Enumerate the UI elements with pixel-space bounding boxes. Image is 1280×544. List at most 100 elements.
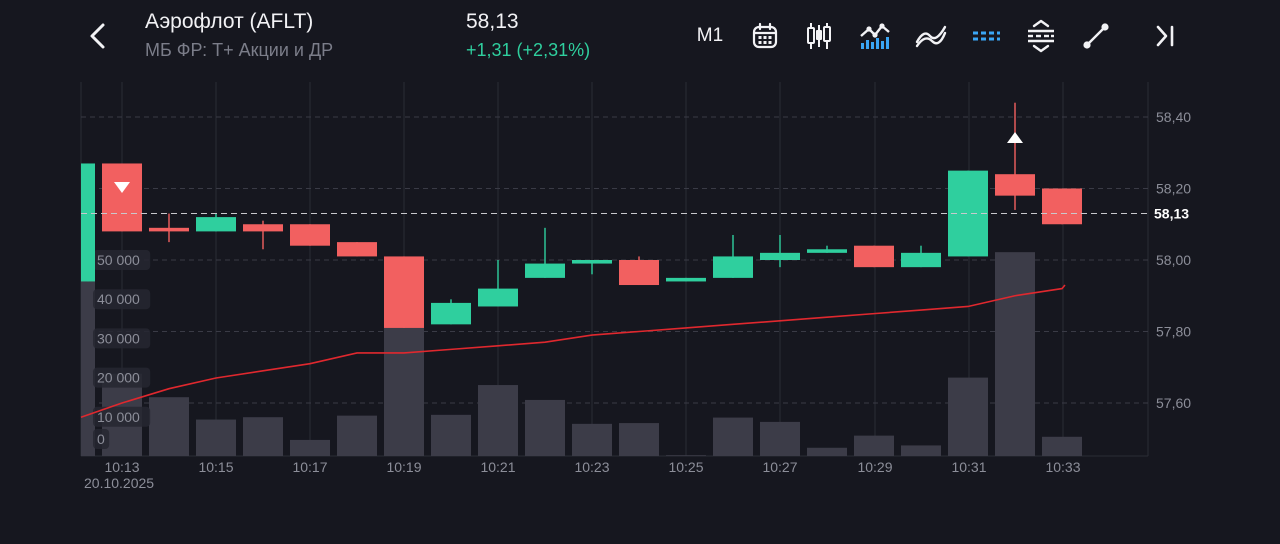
volume-tick-bg [93,328,151,349]
price-tick-label: 58,00 [1156,252,1191,268]
price-tick-label: 58,40 [1156,109,1191,125]
volume-tick-label: 0 [97,431,105,447]
volume-tick-label: 50 000 [97,252,140,268]
candle-body [807,249,847,253]
volume-tick-label: 20 000 [97,370,140,386]
volume-bar [525,399,565,456]
time-tick-label: 10:29 [857,459,892,475]
price-chart[interactable]: 58,40 58,20 58,00 57,80 57,60 50 000 40 000 30 … [0,72,1280,544]
volume-tick-bg [93,250,151,270]
volume-tick-label: 30 000 [97,330,140,346]
time-tick-label: 10:27 [762,459,797,475]
volume-tick-bg [93,429,110,449]
time-tick-label: 10:13 [104,459,139,475]
candle-body [243,224,283,232]
volume-bar [854,435,894,456]
sell-marker-icon [114,182,130,193]
volume-bar [478,385,518,456]
volume-bar [337,415,377,456]
price-tick-label: 57,60 [1156,395,1191,411]
volume-bar [948,377,988,456]
price-tick-label: 58,20 [1156,181,1191,197]
candle-body [102,163,142,232]
volume-bar [384,314,424,456]
volume-tick-bg [93,289,151,310]
instrument-info: Аэрофлот (AFLT) МБ ФР: Т+ Акции и ДР [145,9,333,63]
candle-body [760,252,800,260]
price-info: 58,13 +1,31 (+2,31%) [466,9,590,63]
price-change: +1,31 (+2,31%) [466,40,591,60]
moving-average-button[interactable] [912,18,950,54]
volume-bar [572,423,612,456]
volume-bar [81,279,95,456]
buy-marker-icon [1007,132,1023,143]
scale-button[interactable] [1022,18,1060,54]
time-tick-label: 10:25 [668,459,703,475]
exchange-label: МБ ФР: Т+ Акции и ДР [145,40,334,60]
volume-tick-label: 10 000 [97,409,140,425]
chart-date-label: 20.10.2025 [84,475,154,491]
time-tick-label: 10:19 [386,459,421,475]
trendline-button[interactable] [1078,18,1114,54]
time-tick-label: 10:15 [198,459,233,475]
top-bar: Аэрофлот (AFLT) МБ ФР: Т+ Акции и ДР 58,… [0,0,1280,72]
candle-body [525,263,565,278]
candle-body [337,242,377,257]
volume-bar [196,419,236,456]
back-button[interactable] [80,18,116,54]
horizontal-lines-button[interactable] [967,18,1005,54]
go-to-end-button[interactable] [1146,18,1182,54]
volume-bar [619,423,659,456]
volume-bar [431,414,471,456]
last-price: 58,13 [466,10,519,33]
calendar-icon [752,22,778,49]
volume-bar [243,417,283,456]
candlestick-icon [807,23,831,49]
candle-body [384,256,424,328]
candle-body [81,163,95,282]
time-tick-label: 10:21 [480,459,515,475]
volume-bar [807,447,847,456]
candle-body [619,260,659,286]
volume-bar [666,455,706,456]
candle-body [854,245,894,268]
volume-bar [290,439,330,456]
calendar-button[interactable] [747,18,783,54]
candle-body [196,217,236,232]
volume-tick-bg [93,406,151,427]
volume-bar [149,397,189,456]
candle-body [995,174,1035,196]
horizontal-lines-icon [973,31,1000,41]
indicators-icon [860,23,890,49]
chart-type-button[interactable] [801,18,837,54]
candle-body [666,277,706,282]
candle-body [290,224,330,246]
current-price-label: 58,13 [1154,206,1189,222]
candle-body [149,227,189,232]
expand-scale-icon [1028,19,1054,53]
volume-tick-bg [93,367,151,388]
chevron-left-icon [90,23,105,49]
volume-bar [760,421,800,456]
candle-body [901,252,941,268]
time-tick-label: 10:17 [292,459,327,475]
indicators-button[interactable] [856,18,894,54]
timeframe-button[interactable]: M1 [690,18,730,54]
candle-body [572,260,612,264]
moving-average-line [80,284,1066,419]
candle-body [713,256,753,278]
instrument-title: Аэрофлот (AFLT) [145,10,314,33]
time-tick-label: 10:31 [951,459,986,475]
volume-bar [1042,436,1082,456]
go-to-end-icon [1156,25,1174,47]
timeframe-label: M1 [696,25,724,46]
volume-tick-label: 40 000 [97,291,140,307]
candle-body [431,302,471,325]
volume-bar [901,445,941,456]
volume-bar [713,417,753,456]
time-tick-label: 10:23 [574,459,609,475]
time-tick-label: 10:33 [1045,459,1080,475]
trendline-icon [1083,23,1109,49]
candle-body [478,288,518,307]
price-tick-label: 57,80 [1156,324,1191,340]
